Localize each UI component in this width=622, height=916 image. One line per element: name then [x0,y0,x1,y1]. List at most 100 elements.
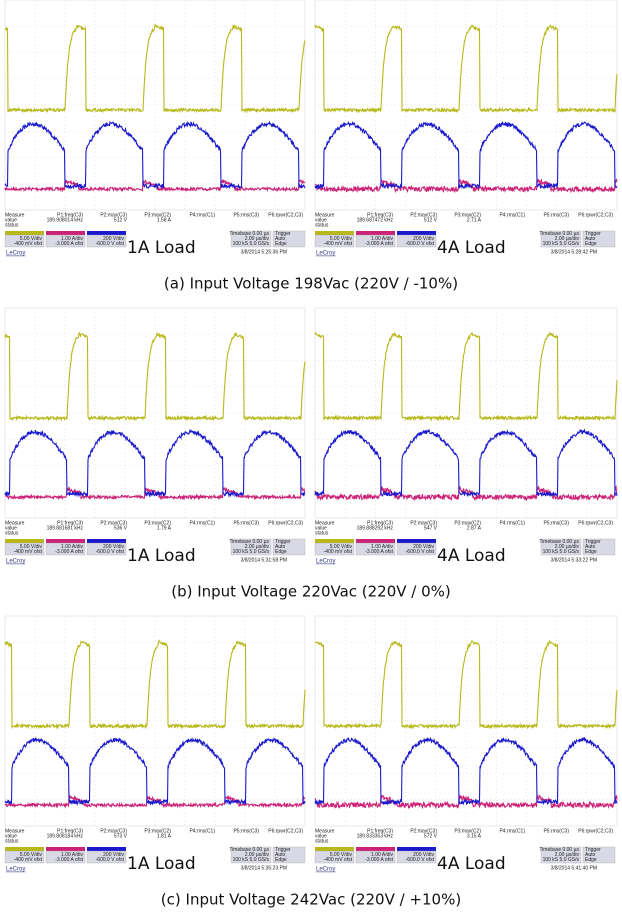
channel-setting: -400 mV ofst [324,241,353,247]
measure-value: 189.808184 kHz [47,833,84,839]
timebase-setting: 100 kS 5.0 GS/s [543,241,580,247]
measure-value: 547 V [424,525,438,531]
brand: LeCroy [6,867,25,873]
measure-value: 189.833353 kHz [357,833,394,839]
trigger-setting: Edge [585,549,597,555]
measure-param: P5:rms(C3) [543,212,569,218]
channel-header [87,539,126,543]
measure-value: 512 V [114,217,128,223]
channel-setting: -600.0 V ofst [96,549,125,555]
channel-header [87,847,126,851]
load-label: 1A Load [127,854,196,874]
status-label: status [315,222,329,228]
measure-param: P5:rms(C3) [233,520,259,526]
measure-value: 1.81 A [157,833,172,839]
trigger-setting: Edge [275,241,287,247]
channel-setting: -400 mV ofst [14,857,43,863]
status-label: status [5,222,19,228]
scope-panel: MeasurevaluestatusP1:freq(C3)P2:max(C3)P… [5,0,305,258]
load-label: 1A Load [127,546,196,566]
channel-setting: -600.0 V ofst [406,549,435,555]
timestamp: 3/8/2014 5:35:23 PM [241,865,287,871]
measure-value: 572 V [424,833,438,839]
channel-setting: -3.000 A ofst [55,549,83,555]
measure-param: P6:rpwr(C2,C3) [578,212,613,218]
load-label: 1A Load [127,238,196,258]
caption: (c) Input Voltage 242Vac (220V / +10%) [161,891,461,909]
measure-param: P4:rms(C1) [499,212,525,218]
timestamp: 3/8/2014 5:41:40 PM [551,865,597,871]
measure-param: P6:rpwr(C2,C3) [268,828,303,834]
load-label: 4A Load [437,546,506,566]
measure-value: 573 V [114,833,128,839]
channel-header [5,847,44,851]
channel-header [315,539,354,543]
channel-header [397,847,436,851]
channel-setting: -400 mV ofst [324,857,353,863]
measure-param: P4:rms(C1) [189,212,215,218]
channel-setting: -400 mV ofst [14,241,43,247]
channel-setting: -400 mV ofst [14,549,43,555]
timestamp: 3/8/2014 5:33:22 PM [551,557,597,563]
channel-setting: -3.000 A ofst [55,241,83,247]
measure-value: 189.687472 kHz [357,217,394,223]
measure-value: 536 V [114,525,128,531]
timestamp: 3/8/2014 5:28:42 PM [551,249,597,255]
brand: LeCroy [6,251,25,257]
channel-setting: -600.0 V ofst [406,857,435,863]
brand: LeCroy [316,251,335,257]
page: {"common": { "measure_label": "Measure",… [0,0,622,916]
channel-header [5,539,44,543]
channel-setting: -600.0 V ofst [96,241,125,247]
measure-param: P4:rms(C1) [189,520,215,526]
channel-setting: -3.000 A ofst [365,549,393,555]
measure-value: 189.908014 kHz [47,217,84,223]
measure-value: 2.87 A [467,525,482,531]
channel-header [46,231,85,235]
channel-header [356,539,395,543]
measure-param: P5:rms(C3) [233,212,259,218]
channel-header [315,847,354,851]
scope-panel: MeasurevaluestatusP1:freq(C3)P2:max(C3)P… [5,616,305,874]
measure-param: P6:rpwr(C2,C3) [268,520,303,526]
measure-value: 512 V [424,217,438,223]
brand: LeCroy [316,559,335,565]
channel-setting: -3.000 A ofst [365,241,393,247]
channel-header [46,539,85,543]
measure-value: 2.71 A [467,217,482,223]
scope-panel: MeasurevaluestatusP1:freq(C3)P2:max(C3)P… [315,616,617,874]
channel-setting: -400 mV ofst [324,549,353,555]
scope-panel: MeasurevaluestatusP1:freq(C3)P2:max(C3)P… [315,0,617,258]
brand: LeCroy [6,559,25,565]
measure-param: P5:rms(C3) [543,520,569,526]
timebase-setting: 100 kS 5.0 GS/s [543,549,580,555]
channel-header [87,231,126,235]
channel-setting: -600.0 V ofst [406,241,435,247]
channel-setting: -3.000 A ofst [55,857,83,863]
measure-param: P6:rpwr(C2,C3) [268,212,303,218]
measure-value: 1.79 A [157,525,172,531]
channel-header [397,231,436,235]
measure-param: P5:rms(C3) [543,828,569,834]
timestamp: 3/8/2014 5:31:58 PM [241,557,287,563]
timestamp: 3/8/2014 5:25:36 PM [241,249,287,255]
load-label: 4A Load [437,238,506,258]
channel-header [397,539,436,543]
load-label: 4A Load [437,854,506,874]
trigger-setting: Edge [585,857,597,863]
measure-value: 189.888292 kHz [357,525,394,531]
measure-param: P5:rms(C3) [233,828,259,834]
timebase-setting: 100 kS 5.0 GS/s [233,857,270,863]
status-label: status [315,838,329,844]
timebase-setting: 100 kS 5.0 GS/s [233,549,270,555]
channel-header [356,231,395,235]
scope-panel: MeasurevaluestatusP1:freq(C3)P2:max(C3)P… [315,308,617,566]
status-label: status [5,838,19,844]
channel-header [5,231,44,235]
trigger-setting: Edge [275,857,287,863]
channel-header [356,847,395,851]
measure-value: 189.881681 kHz [47,525,84,531]
figure: MeasurevaluestatusP1:freq(C3)P2:max(C3)P… [0,0,622,916]
measure-value: 1.58 A [157,217,172,223]
measure-param: P4:rms(C1) [499,520,525,526]
